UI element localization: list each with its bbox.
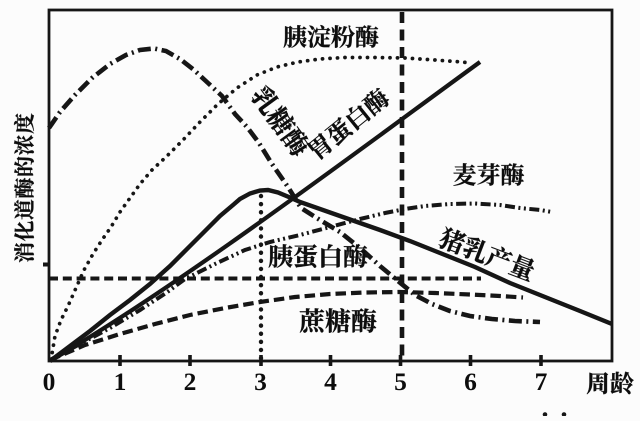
svg-text:5: 5 (394, 367, 407, 396)
svg-text:3: 3 (254, 367, 267, 396)
svg-text:7: 7 (535, 367, 548, 396)
svg-text:4: 4 (324, 367, 337, 396)
svg-text:2: 2 (184, 367, 197, 396)
svg-text:0: 0 (43, 367, 56, 396)
svg-text:6: 6 (464, 367, 477, 396)
svg-text:1: 1 (114, 367, 127, 396)
